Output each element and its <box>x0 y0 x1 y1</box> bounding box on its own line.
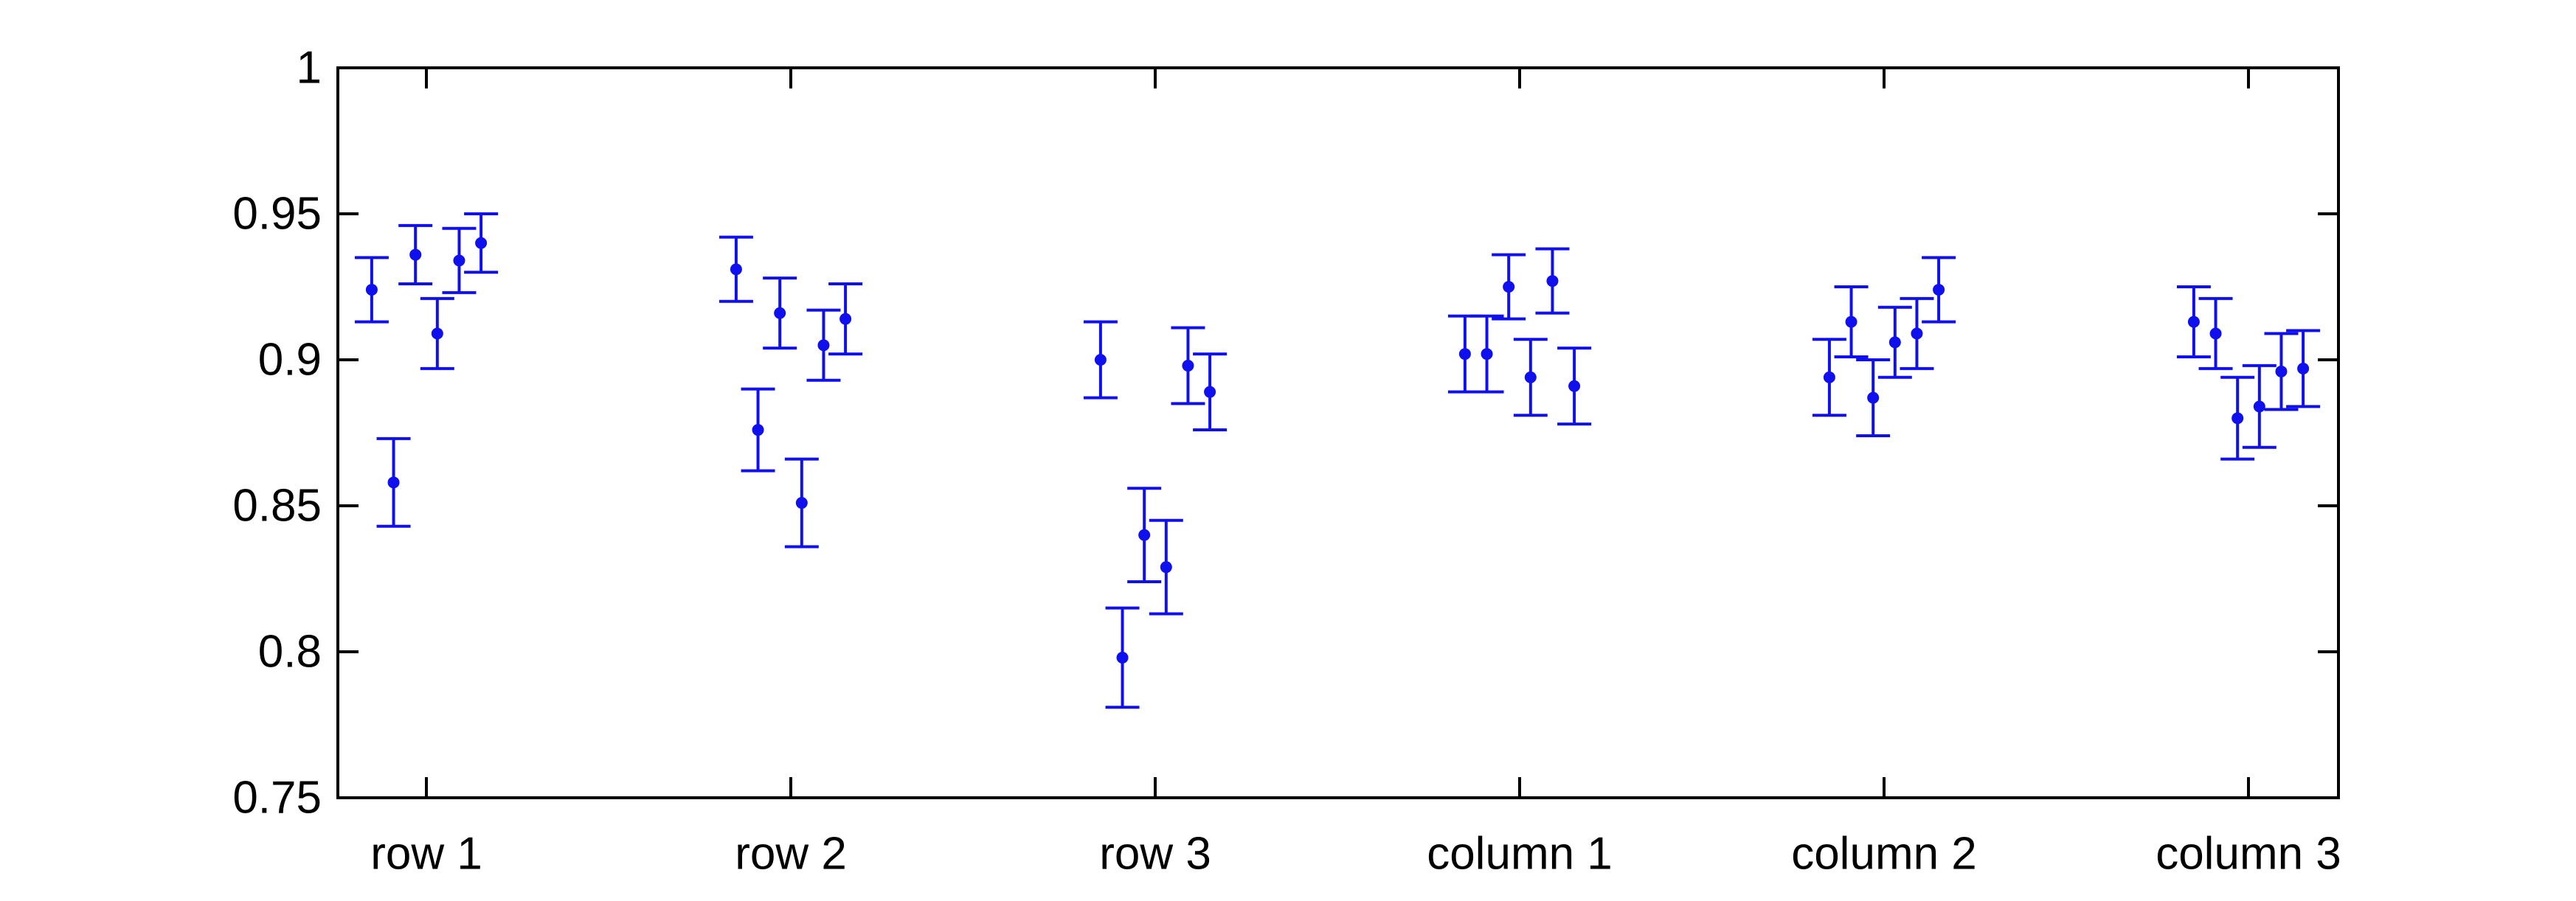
data-point <box>1888 336 1901 349</box>
y-tick-label: 0.95 <box>232 189 322 240</box>
data-point <box>1524 371 1537 383</box>
data-point <box>1204 386 1216 398</box>
data-point <box>752 424 764 436</box>
error-bar-point <box>763 276 797 350</box>
x-category-label: column 2 <box>1791 829 1977 880</box>
y-tick-label: 1 <box>297 43 322 94</box>
error-bar-point <box>1856 358 1891 437</box>
error-bar-point <box>354 256 389 324</box>
error-bar-point <box>376 436 411 528</box>
data-point <box>1546 275 1559 288</box>
data-point <box>2209 327 2222 340</box>
error-bar-point <box>1492 253 1526 321</box>
error-bar-point <box>1447 314 1482 394</box>
data-point <box>1481 348 1493 361</box>
y-tick-label: 0.75 <box>232 773 322 824</box>
error-bar-point <box>1193 352 1228 432</box>
error-bar-point <box>2286 329 2321 408</box>
error-bar-point <box>1513 338 1548 417</box>
data-point <box>475 237 488 249</box>
error-bar-point <box>1149 518 1183 616</box>
error-bar-point <box>420 296 454 370</box>
error-bar-point <box>2198 296 2233 370</box>
y-tick-label: 0.9 <box>258 335 322 386</box>
error-bar-point <box>784 457 819 549</box>
data-point <box>1845 316 1857 328</box>
error-bar-point <box>2220 375 2255 461</box>
y-tick-label: 0.8 <box>258 627 322 678</box>
data-point <box>2253 400 2265 413</box>
data-point <box>730 263 742 276</box>
data-point <box>1823 371 1835 383</box>
error-bar-point <box>1557 347 1592 426</box>
error-bar-point <box>442 226 477 294</box>
data-point <box>409 248 422 261</box>
data-point <box>1568 380 1581 392</box>
error-bar-point <box>741 387 775 473</box>
y-tick-label: 0.85 <box>232 481 322 532</box>
data-point <box>2187 316 2200 328</box>
error-bar-point <box>1105 606 1140 709</box>
data-point <box>2297 362 2310 375</box>
error-bar-point <box>1127 487 1162 583</box>
data-point <box>1094 354 1107 366</box>
error-bar-point <box>398 223 433 286</box>
data-point <box>387 476 400 489</box>
data-point <box>1116 651 1129 664</box>
error-bar-point <box>828 282 863 356</box>
data-point <box>1160 561 1172 574</box>
error-bar-point <box>2264 332 2299 411</box>
error-bar-point <box>2242 363 2276 449</box>
data-point <box>1503 281 1515 293</box>
data-point <box>839 313 852 325</box>
error-bar-point <box>1535 247 1570 315</box>
data-point <box>1867 392 1880 404</box>
error-bar-point <box>1900 296 1934 370</box>
data-point <box>2232 412 2244 425</box>
plot-frame <box>336 66 2340 799</box>
x-category-label: row 3 <box>1099 829 1211 880</box>
data-point <box>365 283 378 296</box>
data-point <box>817 339 830 352</box>
data-marks <box>354 212 2321 709</box>
x-category-label: column 1 <box>1427 829 1613 880</box>
error-bar-point <box>1922 256 1956 324</box>
data-point <box>1911 327 1923 340</box>
data-point <box>1182 359 1194 372</box>
data-point <box>2275 365 2288 378</box>
data-point <box>774 307 786 319</box>
error-bar-point <box>1469 314 1504 394</box>
axis-ticks <box>338 66 2338 799</box>
data-point <box>431 327 443 340</box>
axis-tick-labels: 0.75 0.8 0.85 0.9 0.95 1 row 1 row 2 row 3 column… <box>232 43 2341 880</box>
error-bar-point <box>2176 285 2211 359</box>
data-point <box>453 254 465 267</box>
error-bar-point <box>719 235 753 303</box>
data-point <box>1458 348 1471 361</box>
x-category-label: row 2 <box>735 829 847 880</box>
data-point <box>795 497 808 509</box>
error-bar-point <box>1812 338 1846 417</box>
data-point <box>1933 283 1945 296</box>
x-category-label: row 1 <box>370 829 482 880</box>
data-point <box>1138 529 1151 541</box>
error-bar-point <box>1083 320 1118 400</box>
error-bar-point <box>1834 285 1869 359</box>
error-bar-point <box>464 212 499 274</box>
error-bar-point <box>806 308 841 382</box>
error-bar-point <box>1171 326 1205 406</box>
x-category-label: column 3 <box>2156 829 2341 880</box>
error-bar-point <box>1877 305 1912 379</box>
